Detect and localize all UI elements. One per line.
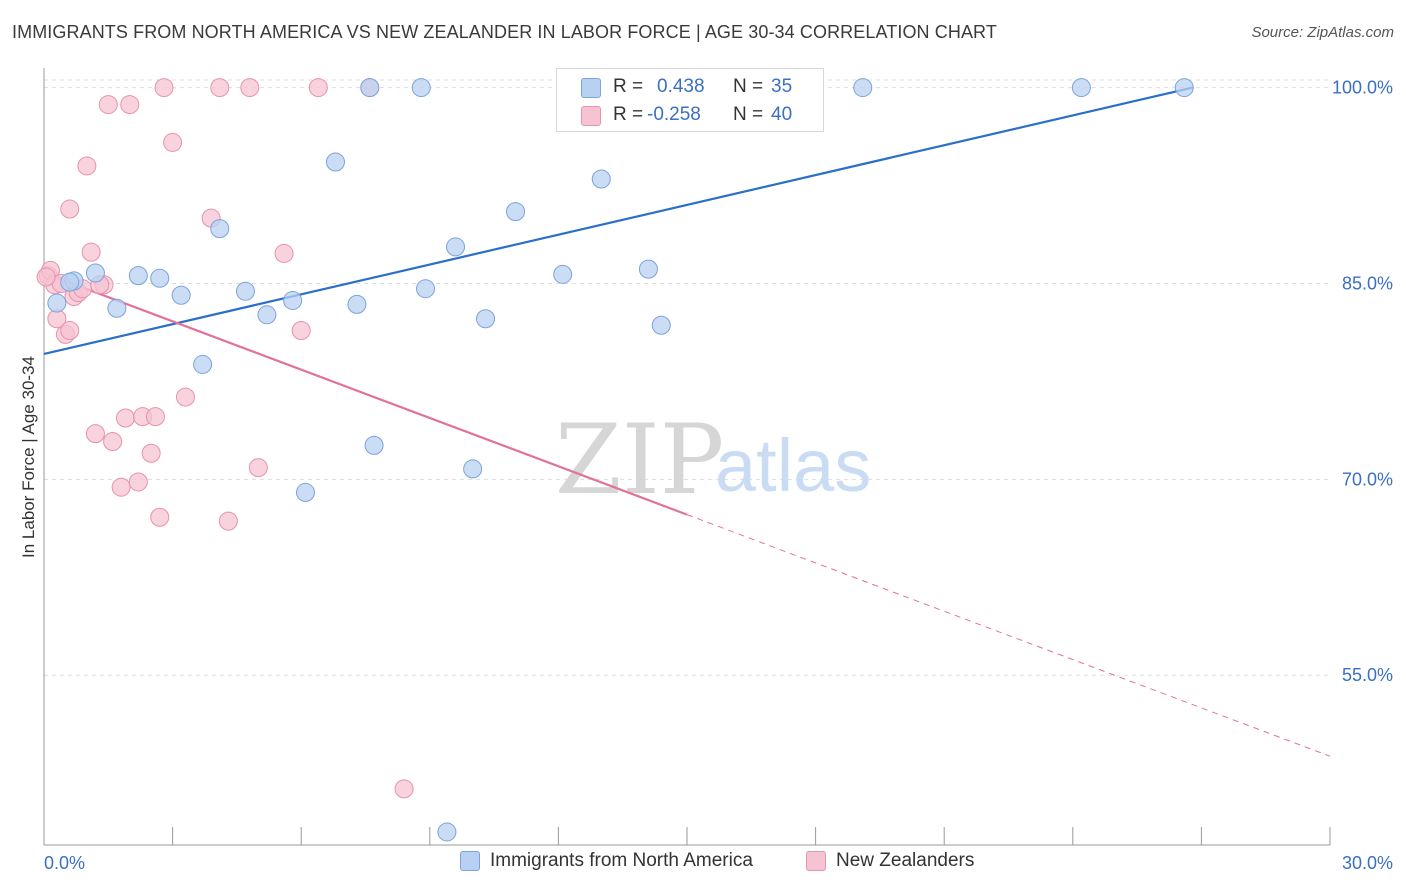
data-point <box>274 243 294 263</box>
data-point <box>218 511 238 531</box>
data-point <box>257 305 277 325</box>
r-label: R = <box>613 76 644 97</box>
data-point <box>235 281 255 301</box>
data-point <box>506 202 526 222</box>
r-value-pink: -0.258 <box>647 104 701 125</box>
data-point <box>150 268 170 288</box>
data-point <box>145 407 165 427</box>
data-point <box>248 458 268 478</box>
r-label: R = <box>613 104 644 125</box>
x-tick-label: 0.0% <box>44 853 85 873</box>
grid-lines <box>44 79 1330 676</box>
data-point <box>394 779 414 799</box>
y-tick-labels: 55.0% 70.0% 85.0% 100.0% <box>1332 78 1393 686</box>
data-point <box>651 315 671 335</box>
legend-swatch-blue <box>460 851 480 871</box>
data-point <box>163 132 183 152</box>
data-point <box>210 78 230 98</box>
bottom-legend: Immigrants from North America New Zealan… <box>0 850 1406 880</box>
data-point <box>111 477 131 497</box>
data-point <box>347 294 367 314</box>
stats-row-blue: R = 0.438 N = 35 <box>557 73 823 101</box>
data-point <box>85 263 105 283</box>
data-point <box>411 78 431 98</box>
data-point <box>154 78 174 98</box>
trend-line-blue <box>43 86 1194 356</box>
legend-item-new-zealanders: New Zealanders <box>806 850 974 872</box>
data-point <box>291 320 311 340</box>
data-point <box>283 290 303 310</box>
source-label: Source: ZipAtlas.com <box>1251 24 1394 41</box>
data-point <box>103 431 123 451</box>
trend-line-pink <box>43 271 688 516</box>
n-label: N = <box>733 76 764 97</box>
data-point <box>476 309 496 329</box>
data-point <box>364 435 384 455</box>
data-point <box>115 408 135 428</box>
data-point <box>210 219 230 239</box>
watermark-zip: ZIP <box>555 404 724 516</box>
data-point <box>60 320 80 340</box>
data-point <box>638 259 658 279</box>
n-value-pink: 40 <box>771 104 793 125</box>
n-value-blue: 35 <box>771 76 793 97</box>
data-point <box>128 472 148 492</box>
data-point <box>85 424 105 444</box>
watermark: ZIP atlas <box>555 404 871 516</box>
trend-lines <box>43 86 1331 757</box>
data-point <box>175 387 195 407</box>
data-point <box>463 459 483 479</box>
r-value-blue: 0.438 <box>657 76 705 97</box>
legend-label-new-zealanders: New Zealanders <box>836 850 975 871</box>
legend-label-immigrants: Immigrants from North America <box>490 850 753 871</box>
data-point <box>853 78 873 98</box>
blue-swatch <box>581 78 601 98</box>
data-point <box>295 482 315 502</box>
y-tick-label: 70.0% <box>1342 469 1393 489</box>
series-new-zealanders <box>36 78 414 799</box>
legend-item-immigrants: Immigrants from North America <box>460 850 753 872</box>
data-point <box>36 267 56 287</box>
pink-swatch <box>581 106 601 126</box>
data-point <box>1174 78 1194 98</box>
y-tick-label: 100.0% <box>1332 78 1393 98</box>
data-point <box>141 443 161 463</box>
trend-line-pink-extrapolated <box>686 514 1331 757</box>
data-point <box>120 95 140 115</box>
data-point <box>591 169 611 189</box>
data-point <box>60 272 80 292</box>
data-point <box>77 156 97 176</box>
data-point <box>171 285 191 305</box>
legend-swatch-pink <box>806 851 826 871</box>
data-point <box>47 293 67 313</box>
stats-legend: R = 0.438 N = 35 R = -0.258 N = 40 <box>556 68 824 132</box>
data-point <box>416 279 436 299</box>
data-point <box>81 242 101 262</box>
data-point <box>437 822 457 842</box>
stats-row-pink: R = -0.258 N = 40 <box>557 101 823 129</box>
y-axis-label: In Labor Force | Age 30-34 <box>19 356 38 558</box>
data-point <box>193 354 213 374</box>
x-tick-label: 30.0% <box>1342 853 1393 873</box>
x-tick-labels: 0.0% 30.0% <box>44 853 1393 873</box>
n-label: N = <box>733 104 764 125</box>
data-point <box>1071 78 1091 98</box>
data-point <box>325 152 345 172</box>
data-point <box>60 199 80 219</box>
y-tick-label: 85.0% <box>1342 273 1393 293</box>
data-point <box>308 78 328 98</box>
data-point <box>360 78 380 98</box>
data-point <box>128 266 148 286</box>
data-point <box>98 95 118 115</box>
data-point <box>107 298 127 318</box>
data-point <box>446 237 466 257</box>
axes <box>43 68 1331 846</box>
data-point <box>150 507 170 527</box>
y-tick-label: 55.0% <box>1342 665 1393 685</box>
chart-title: IMMIGRANTS FROM NORTH AMERICA VS NEW ZEA… <box>12 22 997 42</box>
watermark-atlas: atlas <box>715 424 871 507</box>
data-point <box>553 264 573 284</box>
data-point <box>240 78 260 98</box>
